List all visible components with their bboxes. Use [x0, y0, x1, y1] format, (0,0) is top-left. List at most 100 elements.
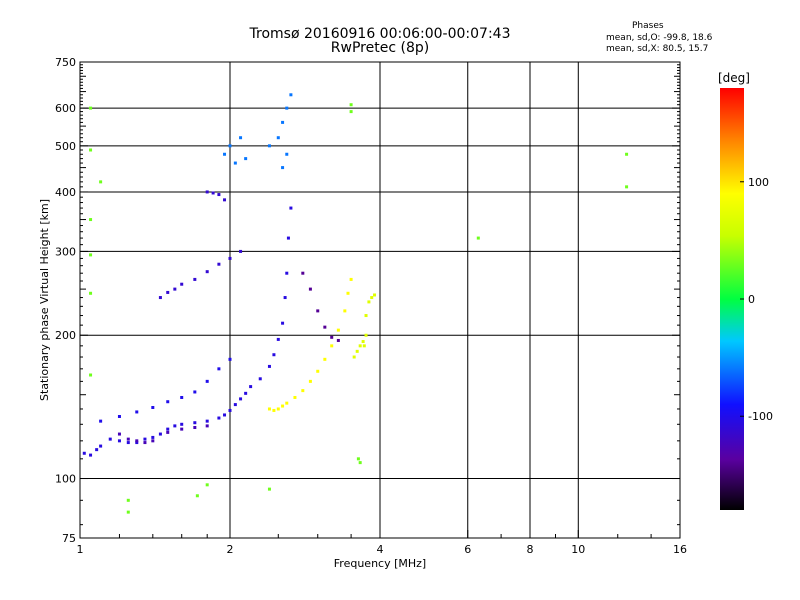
data-point	[244, 391, 248, 395]
y-tick-label: 300	[55, 245, 76, 258]
data-point	[117, 432, 121, 436]
data-point	[267, 144, 271, 148]
data-point	[276, 337, 280, 341]
chart-subtitle: RwPretec (8p)	[330, 40, 430, 56]
data-point	[143, 441, 147, 445]
data-point	[223, 413, 227, 417]
data-point	[286, 236, 290, 240]
data-point	[285, 106, 289, 110]
data-point	[126, 498, 130, 502]
data-point	[166, 400, 170, 404]
data-point	[370, 296, 374, 300]
data-point	[308, 379, 312, 383]
data-point	[301, 389, 305, 393]
y-tick-label: 750	[55, 56, 76, 69]
data-point	[358, 344, 362, 348]
data-point	[89, 148, 93, 152]
data-point	[205, 483, 209, 487]
data-point	[330, 344, 334, 348]
data-point	[285, 401, 289, 405]
colorbar-label: [deg]	[718, 71, 750, 85]
data-point	[239, 249, 243, 253]
data-point	[281, 166, 285, 170]
data-point	[173, 424, 177, 428]
data-point	[193, 390, 197, 394]
data-point	[173, 287, 177, 291]
data-point	[625, 185, 629, 189]
x-tick-label: 8	[527, 543, 534, 556]
data-point	[228, 408, 232, 412]
data-point	[281, 120, 285, 124]
data-point	[228, 357, 232, 361]
data-point	[180, 422, 184, 426]
data-points	[82, 93, 629, 514]
data-point	[272, 353, 276, 357]
data-point	[126, 510, 130, 514]
data-point	[267, 487, 271, 491]
data-point	[166, 430, 170, 434]
data-point	[276, 136, 280, 140]
data-point	[267, 364, 271, 368]
data-point	[352, 355, 356, 359]
data-point	[158, 432, 162, 436]
data-point	[223, 152, 227, 156]
data-point	[349, 103, 353, 107]
data-point	[205, 270, 209, 274]
data-point	[330, 335, 334, 339]
data-point	[361, 340, 365, 344]
data-point	[476, 236, 480, 240]
data-point	[89, 453, 93, 457]
data-point	[281, 321, 285, 325]
data-point	[239, 397, 243, 401]
data-point	[349, 277, 353, 281]
data-point	[117, 414, 121, 418]
data-point	[308, 287, 312, 291]
y-tick-label: 200	[55, 329, 76, 342]
y-axis-label: Stationary phase Virtual Height [km]	[38, 199, 51, 401]
colorbar-tick-label: 100	[748, 176, 769, 189]
y-tick-label: 100	[55, 473, 76, 486]
data-point	[346, 291, 350, 295]
data-point	[166, 427, 170, 431]
data-point	[89, 253, 93, 257]
data-point	[244, 157, 248, 161]
y-tick-label: 500	[55, 140, 76, 153]
data-point	[205, 424, 209, 428]
data-point	[233, 403, 237, 407]
colorbar-tick-label: 0	[748, 293, 755, 306]
data-point	[135, 441, 139, 445]
x-tick-label: 2	[227, 543, 234, 556]
data-point	[323, 325, 327, 329]
data-point	[151, 435, 155, 439]
data-point	[211, 191, 215, 195]
x-tick-label: 1	[77, 543, 84, 556]
data-point	[217, 367, 221, 371]
y-tick-label: 75	[62, 532, 76, 545]
data-point	[228, 256, 232, 260]
data-point	[117, 439, 121, 443]
data-point	[217, 193, 221, 197]
data-point	[367, 300, 371, 304]
data-point	[166, 290, 170, 294]
data-point	[336, 328, 340, 332]
data-point	[239, 136, 243, 140]
data-point	[228, 144, 232, 148]
phases-stat-x-mode: mean, sd,X: 80.5, 15.7	[606, 44, 709, 54]
data-point	[99, 419, 103, 423]
data-point	[289, 93, 293, 97]
phases-stat-o-mode: mean, sd,O: -99.8, 18.6	[606, 33, 713, 43]
data-point	[358, 461, 362, 465]
data-point	[108, 437, 112, 441]
data-point	[126, 437, 130, 441]
x-axis-label: Frequency [MHz]	[334, 557, 426, 570]
data-point	[193, 425, 197, 429]
data-point	[323, 357, 327, 361]
data-point	[99, 444, 103, 448]
y-tick-label: 600	[55, 102, 76, 115]
data-point	[217, 416, 221, 420]
data-point	[349, 110, 353, 114]
data-point	[151, 406, 155, 410]
data-point	[373, 293, 377, 297]
x-tick-label: 4	[377, 543, 384, 556]
